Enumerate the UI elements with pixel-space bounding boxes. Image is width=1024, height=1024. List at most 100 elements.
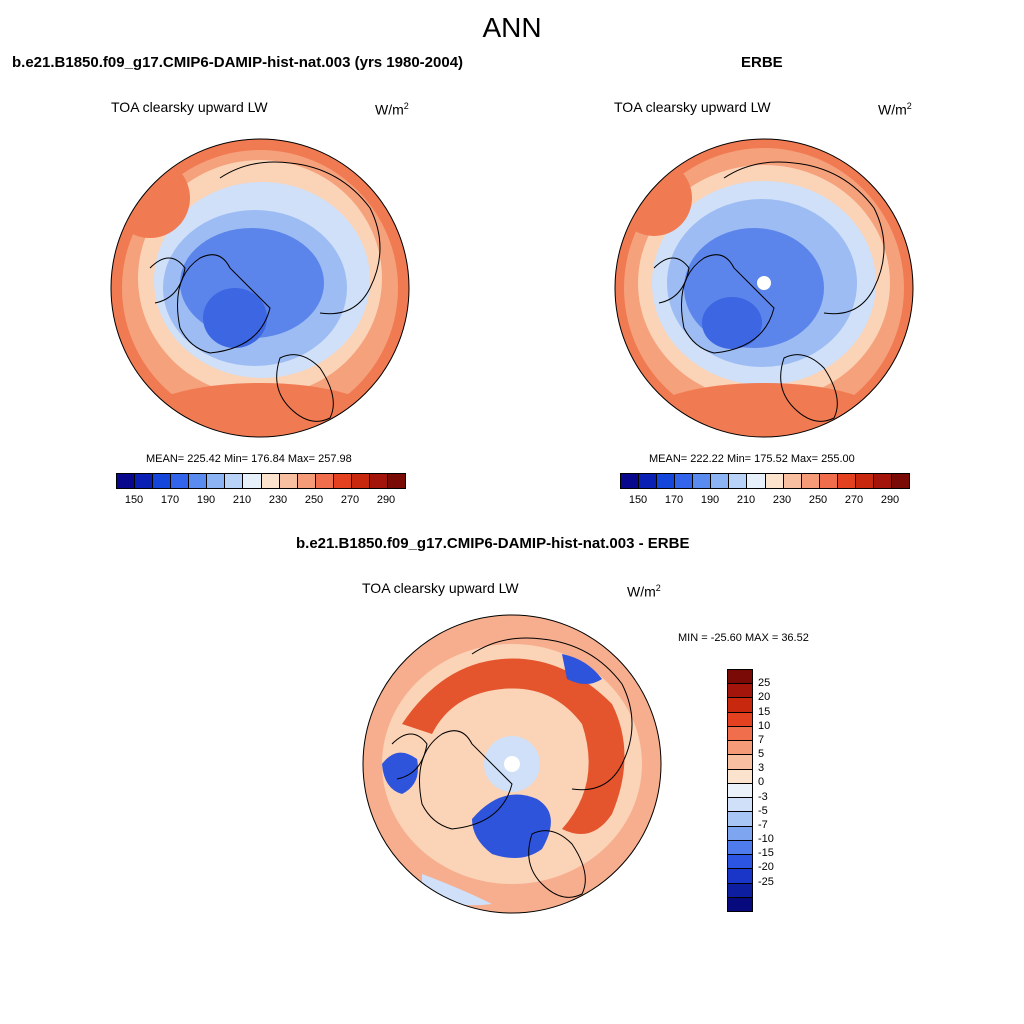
colorbar-swatch	[728, 755, 752, 770]
colorbar-swatch	[657, 474, 676, 488]
colorbar-tick-label: 5	[758, 748, 765, 761]
colorbar-tick-label: 290	[880, 494, 900, 506]
colorbar-swatch	[333, 474, 352, 488]
colorbar-swatch	[801, 474, 820, 488]
colorbar-tick-label: 210	[736, 494, 756, 506]
colorbar-swatch	[728, 726, 752, 742]
colorbar-swatch	[728, 670, 752, 685]
colorbar-swatch	[387, 474, 405, 488]
colorbar-swatch	[728, 897, 752, 911]
colorbar-swatch	[297, 474, 316, 488]
panel-2-polar-map	[614, 138, 914, 438]
panel-1-stats: MEAN= 225.42 Min= 176.84 Max= 257.98	[146, 453, 352, 465]
colorbar-swatch	[693, 474, 712, 488]
colorbar-tick-label: 190	[196, 494, 216, 506]
colorbar-tick-label: 150	[124, 494, 144, 506]
colorbar-swatch	[639, 474, 658, 488]
panel-2-stats: MEAN= 222.22 Min= 175.52 Max= 255.00	[649, 453, 855, 465]
colorbar-tick-label: -3	[758, 790, 768, 803]
colorbar-swatch	[728, 883, 752, 898]
colorbar-tick-label: 15	[758, 705, 771, 718]
colorbar-swatch	[747, 474, 766, 488]
colorbar-swatch	[855, 474, 874, 488]
colorbar-swatch	[728, 741, 752, 756]
panel-1-variable: TOA clearsky upward LW	[111, 99, 268, 115]
colorbar-tick-label: 250	[808, 494, 828, 506]
colorbar-swatch	[153, 474, 172, 488]
colorbar-tick-label: 270	[340, 494, 360, 506]
colorbar-swatch	[783, 474, 802, 488]
colorbar-tick-label: 250	[304, 494, 324, 506]
colorbar-tick-label: 7	[758, 733, 765, 746]
colorbar-swatch	[729, 474, 748, 488]
panel-2-variable: TOA clearsky upward LW	[614, 99, 771, 115]
panel-3-variable: TOA clearsky upward LW	[362, 580, 519, 596]
colorbar-swatch	[728, 869, 752, 884]
colorbar-tick-label: 170	[160, 494, 180, 506]
colorbar-tick-label: 10	[758, 719, 771, 732]
colorbar-tick-label: -15	[758, 847, 774, 860]
colorbar-tick-label: 210	[232, 494, 252, 506]
colorbar-tick-label: 150	[628, 494, 648, 506]
colorbar-swatch	[728, 769, 752, 784]
colorbar-swatch	[711, 474, 730, 488]
colorbar-swatch	[728, 698, 752, 713]
colorbar-swatch	[279, 474, 298, 488]
panel-3-stats: MIN = -25.60 MAX = 36.52	[678, 632, 809, 644]
panel-3-title: b.e21.B1850.f09_g17.CMIP6-DAMIP-hist-nat…	[296, 535, 690, 552]
colorbar-tick-label: -5	[758, 804, 768, 817]
colorbar-tick-label: -7	[758, 818, 768, 831]
colorbar-tick-label: 0	[758, 776, 765, 789]
colorbar-swatch	[225, 474, 244, 488]
colorbar-swatch	[621, 474, 640, 488]
panel-2-title: ERBE	[741, 54, 783, 71]
colorbar-tick-label: 3	[758, 762, 765, 775]
colorbar-tick-label: 170	[664, 494, 684, 506]
colorbar-swatch	[873, 474, 892, 488]
colorbar-swatch	[891, 474, 909, 488]
colorbar-swatch	[765, 474, 784, 488]
colorbar-swatch	[728, 855, 752, 870]
colorbar-tick-label: 190	[700, 494, 720, 506]
colorbar-swatch	[261, 474, 280, 488]
colorbar-swatch	[675, 474, 694, 488]
colorbar-swatch	[135, 474, 154, 488]
colorbar-tick-label: 290	[376, 494, 396, 506]
colorbar-swatch	[837, 474, 856, 488]
colorbar-swatch	[369, 474, 388, 488]
panel-1-polar-map	[110, 138, 410, 438]
panel-2-colorbar	[620, 473, 910, 489]
colorbar-tick-label: 25	[758, 677, 771, 690]
colorbar-swatch	[728, 712, 752, 727]
colorbar-swatch	[728, 684, 752, 699]
colorbar-swatch	[315, 474, 334, 488]
colorbar-tick-label: -10	[758, 833, 774, 846]
colorbar-tick-label: 230	[772, 494, 792, 506]
panel-3-colorbar	[727, 669, 753, 912]
colorbar-swatch	[171, 474, 190, 488]
colorbar-swatch	[243, 474, 262, 488]
colorbar-swatch	[819, 474, 838, 488]
panel-3-polar-map	[362, 614, 662, 914]
main-title: ANN	[482, 12, 542, 43]
colorbar-swatch	[728, 798, 752, 813]
colorbar-tick-label: 230	[268, 494, 288, 506]
colorbar-swatch	[728, 826, 752, 841]
colorbar-swatch	[728, 812, 752, 827]
panel-3-units: W/m2	[627, 583, 661, 600]
colorbar-tick-label: -20	[758, 861, 774, 874]
colorbar-swatch	[728, 840, 752, 856]
colorbar-tick-label: 270	[844, 494, 864, 506]
colorbar-swatch	[117, 474, 136, 488]
panel-2-units: W/m2	[878, 101, 912, 118]
colorbar-tick-label: 20	[758, 691, 771, 704]
colorbar-swatch	[189, 474, 208, 488]
colorbar-tick-label: -25	[758, 875, 774, 888]
panel-3-colorbar-labels: 25 20 15 10 7 5 3 0 -3 -5 -7 -10 -15 -20 -25	[758, 669, 798, 910]
colorbar-swatch	[207, 474, 226, 488]
panel-1-colorbar	[116, 473, 406, 489]
colorbar-swatch	[728, 783, 752, 799]
panel-1-units: W/m2	[375, 101, 409, 118]
colorbar-swatch	[351, 474, 370, 488]
panel-1-title: b.e21.B1850.f09_g17.CMIP6-DAMIP-hist-nat…	[12, 54, 464, 71]
